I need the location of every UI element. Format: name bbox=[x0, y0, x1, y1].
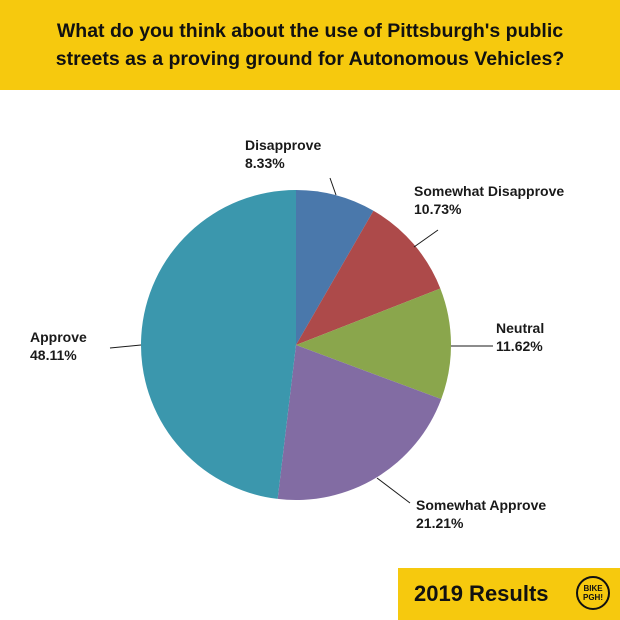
leader-line-somewhat-approve bbox=[376, 477, 411, 504]
leader-line-disapprove bbox=[329, 177, 337, 196]
pie-slice-neutral bbox=[296, 288, 451, 400]
slice-value-somewhat-approve: 21.21% bbox=[416, 515, 464, 531]
logo-text-top: BIKE bbox=[583, 584, 603, 593]
results-label: 2019 Results bbox=[414, 581, 549, 606]
slice-label-somewhat-disapprove: Somewhat Disapprove bbox=[414, 183, 564, 199]
chart-title-line-1: What do you think about the use of Pitts… bbox=[56, 20, 564, 42]
chart-title-banner: What do you think about the use of Pitts… bbox=[0, 0, 620, 90]
pie-slice-disapprove bbox=[296, 190, 374, 345]
slice-label-approve: Approve bbox=[30, 329, 87, 345]
logo-text-bottom: PGH! bbox=[583, 593, 603, 602]
slice-label-neutral: Neutral bbox=[496, 320, 544, 336]
slice-value-somewhat-disapprove: 10.73% bbox=[414, 201, 462, 217]
bike-pgh-logo: BIKE PGH! bbox=[576, 576, 610, 610]
leader-line-somewhat-disapprove bbox=[413, 229, 439, 248]
slice-label-disapprove: Disapprove bbox=[245, 137, 321, 153]
slice-value-approve: 48.11% bbox=[30, 347, 77, 363]
slice-value-disapprove: 8.33% bbox=[245, 155, 285, 171]
slice-value-neutral: 11.62% bbox=[496, 338, 543, 354]
pie-chart: Disapprove 8.33% Somewhat Disapprove 10.73%… bbox=[30, 137, 564, 531]
pie-slice-approve bbox=[141, 190, 296, 499]
pie-slice-somewhat-disapprove bbox=[296, 210, 441, 345]
chart-title-line-2: streets as a proving ground for Autonomo… bbox=[55, 48, 565, 70]
slice-label-somewhat-approve: Somewhat Approve bbox=[416, 497, 546, 513]
results-banner: 2019 Results BIKE PGH! bbox=[398, 568, 620, 620]
leader-line-approve bbox=[109, 344, 142, 349]
pie-slice-somewhat-approve bbox=[277, 345, 442, 500]
